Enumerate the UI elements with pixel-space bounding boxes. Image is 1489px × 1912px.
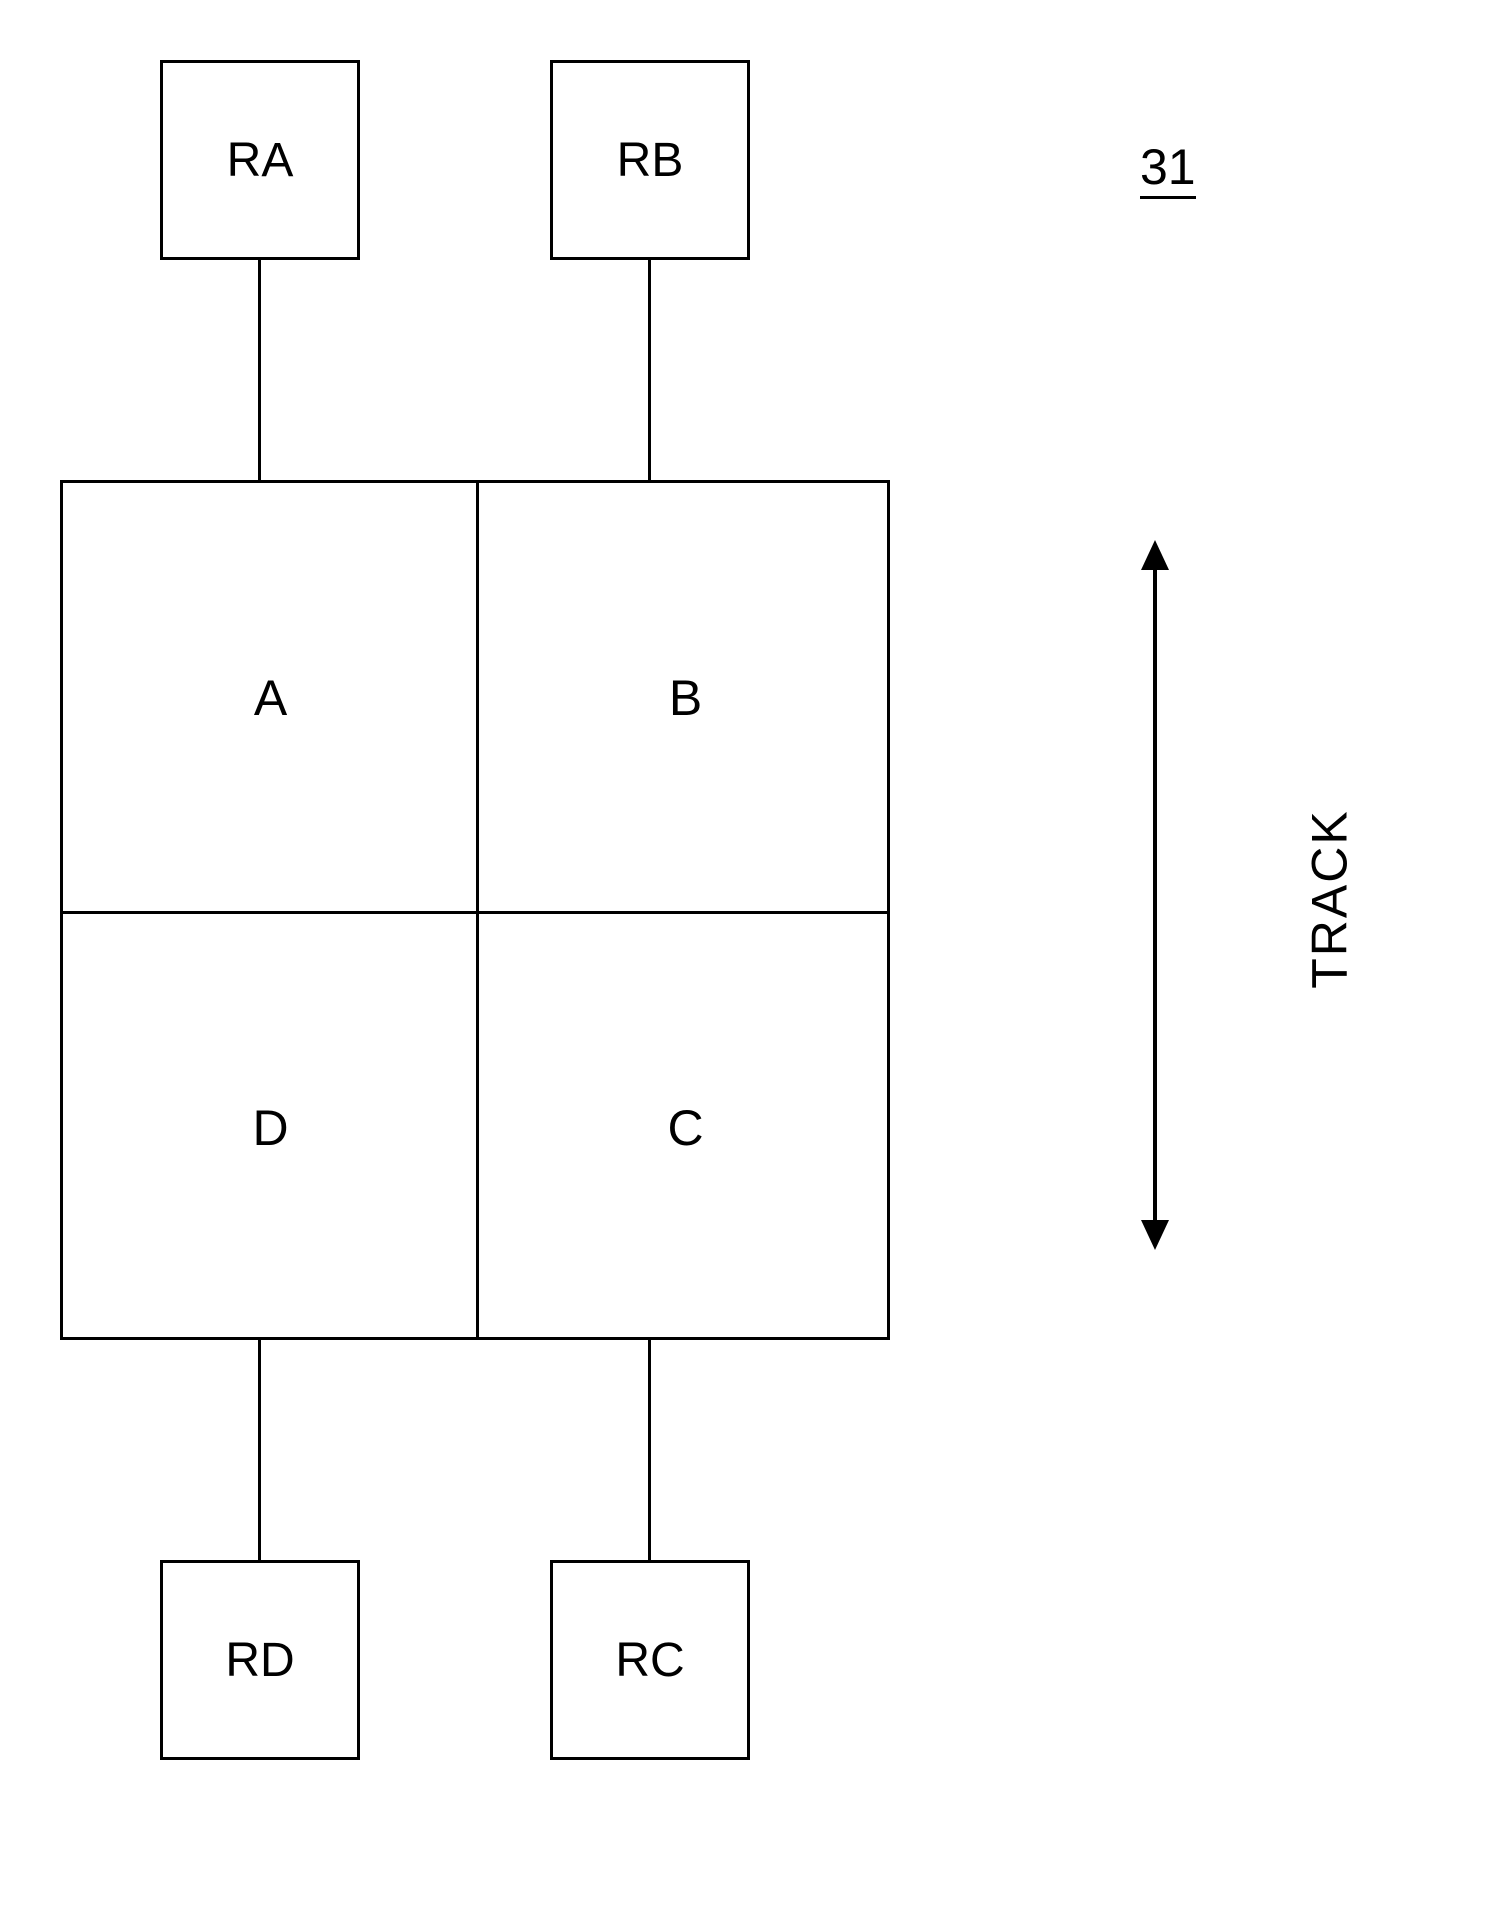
- connector-rc: [648, 1340, 651, 1560]
- ref-box-ra: RA: [160, 60, 360, 260]
- quad-cell-a: A: [63, 483, 478, 913]
- quad-cell-a-label: A: [254, 669, 287, 727]
- quad-cell-c: C: [478, 913, 893, 1343]
- connector-rb: [648, 260, 651, 480]
- quad-cell-d: D: [63, 913, 478, 1343]
- ref-box-rc: RC: [550, 1560, 750, 1760]
- ref-box-ra-label: RA: [227, 133, 294, 188]
- quadrant-grid: A B D C: [60, 480, 890, 1340]
- ref-box-rd: RD: [160, 1560, 360, 1760]
- ref-box-rb-label: RB: [617, 133, 684, 188]
- connector-rd: [258, 1340, 261, 1560]
- track-arrow-down-icon: [1141, 1220, 1169, 1250]
- track-label: TRACK: [1301, 809, 1359, 988]
- quad-cell-b-label: B: [669, 669, 702, 727]
- quad-cell-b: B: [478, 483, 893, 913]
- figure-number: 31: [1140, 138, 1196, 199]
- ref-box-rb: RB: [550, 60, 750, 260]
- track-arrow-line: [1153, 565, 1157, 1225]
- diagram-container: 31 RA RB A B D C RD RC: [0, 0, 1489, 1912]
- ref-box-rc-label: RC: [615, 1633, 684, 1688]
- ref-box-rd-label: RD: [225, 1633, 294, 1688]
- quad-cell-d-label: D: [252, 1099, 288, 1157]
- quad-cell-c-label: C: [667, 1099, 703, 1157]
- connector-ra: [258, 260, 261, 480]
